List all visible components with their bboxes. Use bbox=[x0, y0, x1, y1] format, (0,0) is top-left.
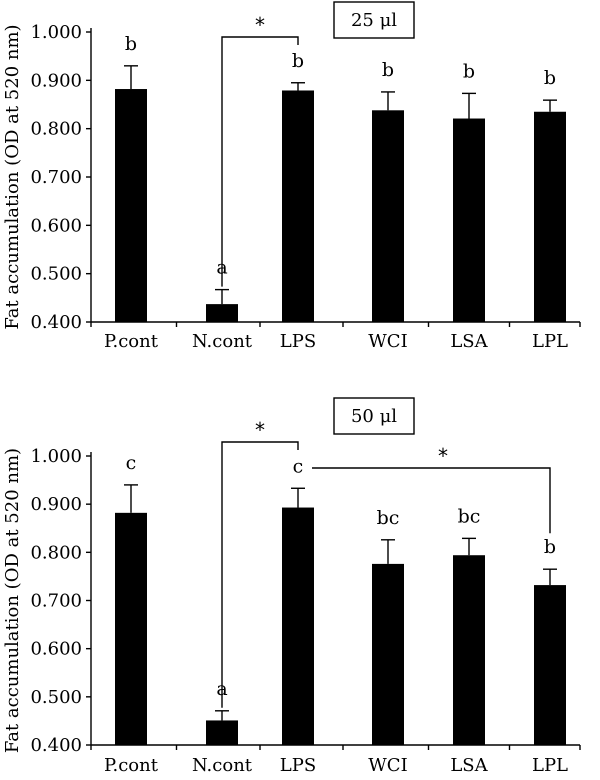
comparison-star: * bbox=[255, 418, 265, 442]
category-label: LSA bbox=[450, 755, 488, 776]
significance-label: b bbox=[382, 59, 394, 81]
y-tick-label: 0.700 bbox=[30, 167, 82, 188]
dose-box-label: 25 μl bbox=[351, 10, 397, 31]
comparison-bracket bbox=[221, 36, 299, 287]
comparison-bracket bbox=[312, 467, 551, 534]
y-tick-label: 0.600 bbox=[30, 215, 82, 236]
y-tick-label: 0.600 bbox=[30, 639, 82, 660]
bar bbox=[282, 90, 314, 322]
bar bbox=[282, 507, 314, 745]
bar bbox=[206, 304, 238, 322]
dose-box-label: 50 μl bbox=[351, 406, 397, 427]
comparison-star: * bbox=[438, 444, 448, 468]
bar bbox=[115, 512, 147, 745]
category-label: N.cont bbox=[192, 755, 253, 776]
category-label: LPS bbox=[280, 331, 316, 352]
significance-label: c bbox=[126, 452, 137, 474]
significance-label: b bbox=[544, 536, 556, 558]
category-label: WCI bbox=[368, 755, 407, 776]
bar bbox=[372, 110, 404, 322]
category-label: LSA bbox=[450, 331, 488, 352]
bar bbox=[372, 563, 404, 745]
chart-panel-25ul: 0.400 0.500 0.600 0.700 0.800 0.900 1.000 Fat a… bbox=[2, 1, 581, 352]
dose-box bbox=[333, 1, 415, 39]
bar bbox=[206, 720, 238, 745]
significance-label: bc bbox=[377, 507, 400, 529]
category-label: LPS bbox=[280, 755, 316, 776]
y-tick-label: 0.500 bbox=[30, 264, 82, 285]
y-tick-label: 1.000 bbox=[30, 446, 82, 467]
category-label: LPL bbox=[532, 331, 568, 352]
chart-panel-50ul: 0.400 0.500 0.600 0.700 0.800 0.900 1.000 Fat a… bbox=[2, 397, 581, 776]
y-tick-label: 1.000 bbox=[30, 22, 82, 43]
y-tick-label: 0.900 bbox=[30, 494, 82, 515]
significance-label: bc bbox=[458, 505, 481, 527]
y-tick-label: 0.400 bbox=[30, 312, 82, 333]
y-tick-label: 0.900 bbox=[30, 70, 82, 91]
category-label: LPL bbox=[532, 755, 568, 776]
y-axis-label: Fat accumulation (OD at 520 nm) bbox=[2, 448, 23, 753]
y-axis-label: Fat accumulation (OD at 520 nm) bbox=[2, 24, 23, 329]
dose-box bbox=[333, 397, 415, 435]
bar bbox=[453, 118, 485, 323]
bar bbox=[453, 555, 485, 745]
significance-label: b bbox=[292, 50, 304, 72]
bar bbox=[115, 89, 147, 323]
y-tick-label: 0.800 bbox=[30, 119, 82, 140]
significance-label: b bbox=[544, 67, 556, 89]
significance-label: b bbox=[463, 60, 475, 82]
y-tick-label: 0.700 bbox=[30, 591, 82, 612]
category-label: P.cont bbox=[104, 755, 159, 776]
significance-label: b bbox=[125, 33, 137, 55]
comparison-bracket bbox=[221, 441, 299, 708]
category-label: P.cont bbox=[104, 331, 159, 352]
y-tick-label: 0.500 bbox=[30, 687, 82, 708]
bar bbox=[534, 111, 566, 322]
significance-label: c bbox=[293, 455, 304, 477]
category-label: WCI bbox=[368, 331, 407, 352]
comparison-star: * bbox=[255, 13, 265, 37]
bar bbox=[534, 585, 566, 745]
y-tick-label: 0.400 bbox=[30, 735, 82, 756]
y-tick-label: 0.800 bbox=[30, 542, 82, 563]
category-label: N.cont bbox=[192, 331, 253, 352]
